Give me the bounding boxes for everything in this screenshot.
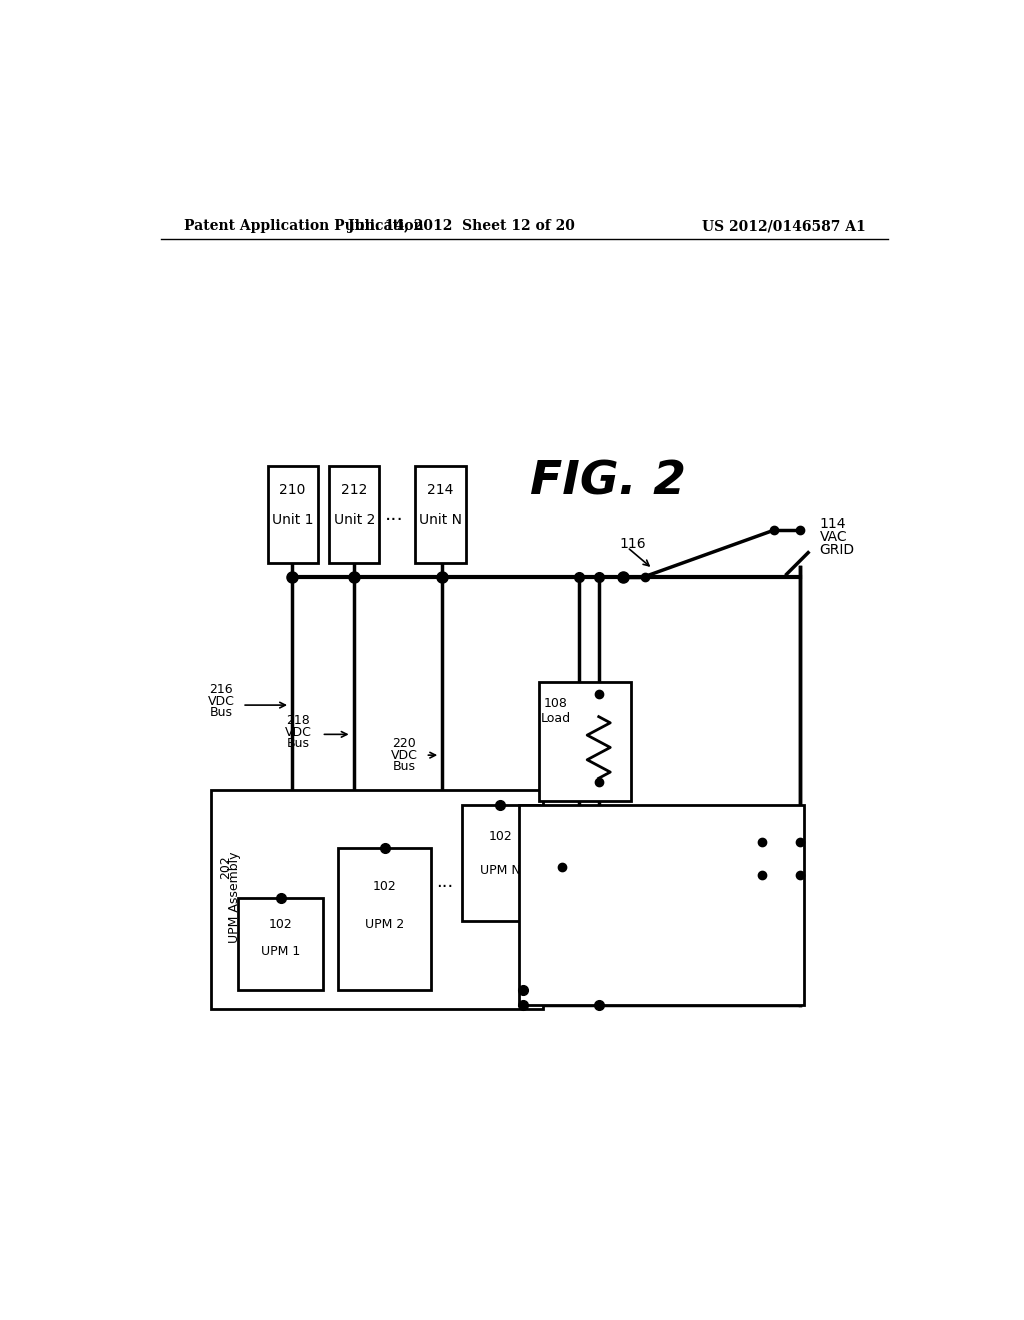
Text: Bus: Bus	[392, 760, 416, 774]
Text: 110B: 110B	[690, 828, 722, 841]
Bar	[519, 805, 804, 1006]
Text: 102: 102	[269, 917, 293, 931]
Text: Bus: Bus	[210, 706, 232, 719]
Text: UPM N: UPM N	[480, 865, 520, 878]
Text: Unit 2: Unit 2	[334, 513, 375, 527]
Text: Jun. 14, 2012  Sheet 12 of 20: Jun. 14, 2012 Sheet 12 of 20	[348, 219, 575, 234]
Text: 214: 214	[427, 483, 454, 496]
Text: 218: 218	[287, 714, 310, 727]
Bar	[239, 898, 323, 990]
Bar	[462, 805, 539, 921]
Bar	[339, 847, 431, 990]
Text: UPM 2: UPM 2	[365, 917, 404, 931]
Text: Unit 1: Unit 1	[272, 513, 313, 527]
Text: 202: 202	[219, 855, 231, 879]
Text: 110: 110	[526, 822, 551, 834]
Text: 210: 210	[280, 483, 306, 496]
Text: 116: 116	[620, 537, 646, 552]
Text: VDC: VDC	[390, 748, 418, 762]
Bar	[539, 682, 631, 801]
Text: Control: Control	[684, 851, 729, 865]
Text: 220: 220	[392, 737, 416, 750]
Text: Patent Application Publication: Patent Application Publication	[184, 219, 424, 234]
Text: UPM Assembly: UPM Assembly	[228, 851, 241, 944]
Bar	[416, 466, 466, 562]
Text: GRID: GRID	[819, 543, 855, 557]
Text: ...: ...	[436, 874, 454, 891]
Text: FIG. 2: FIG. 2	[530, 459, 686, 504]
Text: UPM 1: UPM 1	[261, 945, 300, 958]
Text: VDC: VDC	[285, 726, 312, 739]
Text: ...: ...	[385, 504, 403, 524]
Bar	[650, 813, 762, 902]
Text: 102: 102	[373, 879, 396, 892]
Text: US 2012/0146587 A1: US 2012/0146587 A1	[702, 219, 866, 234]
Text: Bus: Bus	[287, 737, 310, 750]
Text: Load: Load	[541, 713, 570, 726]
Bar	[330, 466, 379, 562]
Text: 102: 102	[488, 829, 512, 842]
Text: 212: 212	[341, 483, 368, 496]
Bar	[267, 466, 317, 562]
Text: 110A: 110A	[565, 822, 598, 834]
Text: VDC: VDC	[208, 694, 234, 708]
Bar	[523, 809, 635, 964]
Text: 108: 108	[544, 697, 567, 710]
Bar	[211, 789, 543, 1010]
Text: VAC: VAC	[819, 531, 847, 544]
Text: Logic: Logic	[690, 870, 723, 883]
Text: 114: 114	[819, 517, 846, 531]
Text: Unit N: Unit N	[419, 513, 462, 527]
Text: 216: 216	[210, 684, 233, 696]
